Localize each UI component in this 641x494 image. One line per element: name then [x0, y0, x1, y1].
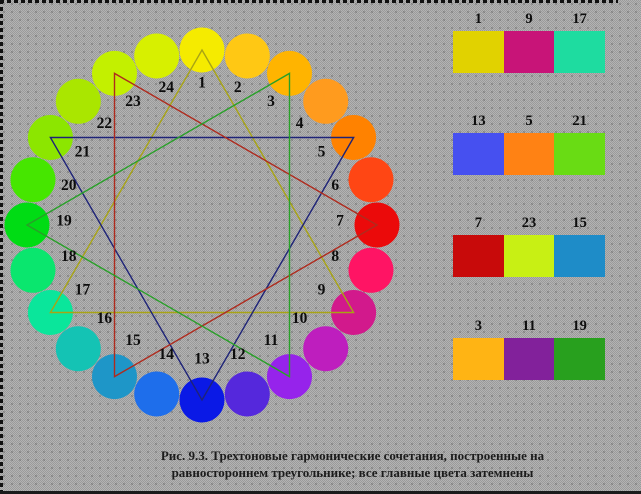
swatch-label-row: 13 5 21	[453, 112, 605, 130]
selection-border-top	[0, 0, 618, 3]
swatch-number-9: 9	[525, 11, 533, 27]
harmony-triangle-3-11-19	[25, 72, 291, 378]
wheel-color-12	[224, 371, 270, 417]
swatch-color-row	[453, 31, 605, 73]
wheel-color-8	[348, 247, 394, 293]
wheel-number-14: 14	[159, 346, 175, 363]
triad-swatch-group-1-9-17: 1 9 17	[453, 10, 605, 73]
color-swatch-23	[503, 235, 555, 277]
wheel-number-23: 23	[125, 93, 141, 110]
swatch-number-11: 11	[522, 318, 536, 334]
wheel-number-8: 8	[331, 248, 339, 265]
wheel-number-20: 20	[61, 177, 77, 194]
selection-border-left	[0, 0, 3, 491]
color-swatch-5	[503, 133, 555, 175]
wheel-number-24: 24	[159, 79, 175, 96]
wheel-number-11: 11	[264, 332, 279, 349]
wheel-number-6: 6	[331, 177, 339, 194]
swatch-number-19: 19	[572, 318, 587, 334]
wheel-color-18	[10, 247, 56, 293]
color-swatch-11	[503, 338, 555, 380]
color-swatch-21	[554, 133, 605, 175]
swatch-number-1: 1	[474, 11, 482, 27]
wheel-number-15: 15	[125, 332, 141, 349]
wheel-color-16	[55, 326, 101, 372]
color-swatch-1	[453, 31, 504, 73]
caption-line-2: равностороннем треугольнике; все главные…	[171, 464, 534, 480]
swatch-number-3: 3	[474, 318, 482, 334]
color-swatch-3	[453, 338, 504, 380]
swatch-number-17: 17	[572, 11, 587, 27]
wheel-color-10	[303, 326, 349, 372]
wheel-color-14	[134, 371, 180, 417]
wheel-color-20	[10, 157, 56, 203]
color-swatch-15	[554, 235, 605, 277]
caption-line-1: Рис. 9.3. Трехтоновые гармонические соче…	[160, 448, 545, 463]
color-swatch-19	[554, 338, 605, 380]
swatch-color-row	[453, 338, 605, 380]
wheel-number-21: 21	[75, 144, 91, 161]
wheel-color-4	[303, 78, 349, 124]
wheel-color-22	[55, 78, 101, 124]
wheel-number-5: 5	[318, 144, 326, 161]
wheel-number-17: 17	[75, 282, 91, 299]
wheel-number-9: 9	[318, 282, 326, 299]
harmony-triangle-1-9-17	[49, 48, 355, 314]
color-swatch-9	[503, 31, 555, 73]
wheel-color-6	[348, 157, 394, 203]
wheel-number-13: 13	[194, 351, 210, 368]
color-swatch-17	[554, 31, 605, 73]
wheel-color-2	[224, 33, 270, 79]
color-swatch-7	[453, 235, 504, 277]
swatch-color-row	[453, 235, 605, 277]
wheel-number-22: 22	[97, 115, 113, 132]
figure-caption: Рис. 9.3. Трехтоновые гармонические соче…	[80, 448, 625, 481]
swatch-label-row: 1 9 17	[453, 10, 605, 28]
wheel-number-16: 16	[97, 310, 113, 327]
wheel-number-7: 7	[336, 213, 344, 230]
swatch-number-23: 23	[521, 215, 537, 231]
triad-swatch-group-3-11-19: 3 11 19	[453, 317, 605, 380]
wheel-number-12: 12	[230, 346, 246, 363]
triad-swatch-group-13-5-21: 13 5 21	[453, 112, 605, 175]
wheel-number-1: 1	[198, 75, 206, 92]
color-swatch-13	[453, 133, 504, 175]
swatch-color-row	[453, 133, 605, 175]
wheel-number-18: 18	[61, 248, 77, 265]
wheel-number-3: 3	[267, 93, 275, 110]
wheel-color-24	[134, 33, 180, 79]
triad-swatch-group-7-23-15: 7 23 15	[453, 214, 605, 277]
swatch-number-5: 5	[525, 113, 533, 129]
harmony-triangle-7-15-23	[113, 72, 379, 378]
figure-bottom-border	[0, 491, 641, 494]
swatch-number-13: 13	[471, 113, 486, 129]
wheel-number-10: 10	[292, 310, 308, 327]
swatch-number-15: 15	[572, 215, 587, 231]
harmony-triangle-5-13-21	[49, 136, 355, 402]
swatch-number-21: 21	[572, 113, 587, 129]
swatch-label-row: 7 23 15	[453, 214, 605, 232]
wheel-number-19: 19	[56, 213, 72, 230]
wheel-number-4: 4	[296, 115, 304, 132]
swatch-number-7: 7	[474, 215, 482, 231]
swatch-label-row: 3 11 19	[453, 317, 605, 335]
wheel-number-2: 2	[234, 79, 242, 96]
